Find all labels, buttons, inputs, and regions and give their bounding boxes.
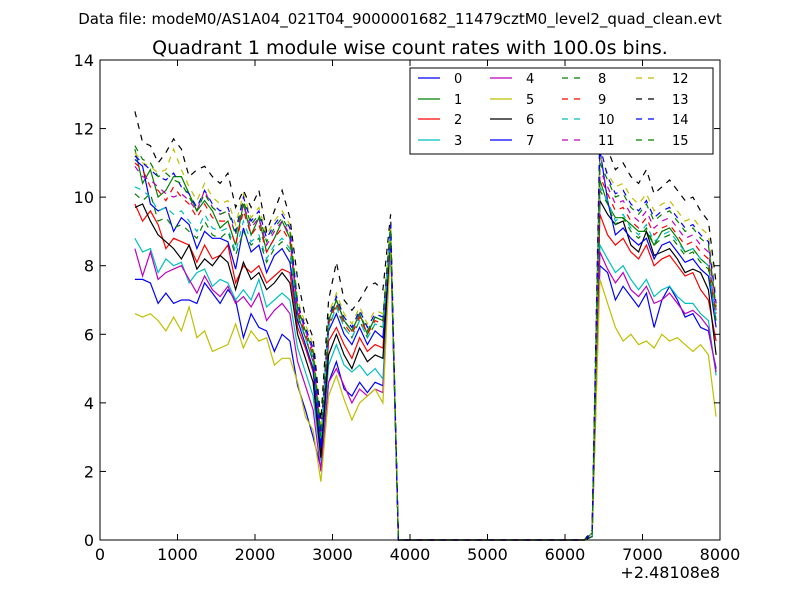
series-line-4 (134, 241, 717, 541)
legend-label-12: 12 (672, 72, 689, 87)
x-tick-label: 3000 (312, 545, 353, 564)
series-line-12 (134, 147, 717, 541)
legend-label-1: 1 (454, 93, 462, 108)
series-line-15 (134, 145, 717, 541)
series-layer (134, 111, 717, 541)
x-tick-label: 8000 (700, 545, 741, 564)
legend-label-0: 0 (454, 72, 462, 87)
legend-label-11: 11 (598, 134, 615, 149)
legend-label-10: 10 (598, 113, 615, 128)
chart-title: Quadrant 1 module wise count rates with … (152, 37, 668, 59)
series-line-13 (134, 111, 717, 541)
legend-label-2: 2 (454, 113, 462, 128)
y-tick-label: 4 (84, 394, 94, 413)
x-tick-label: 5000 (467, 545, 508, 564)
series-line-6 (134, 198, 717, 541)
series-line-0 (134, 238, 717, 541)
legend-label-9: 9 (598, 93, 606, 108)
legend-label-3: 3 (454, 134, 462, 149)
x-tick-label: 1000 (157, 545, 198, 564)
series-line-8 (134, 188, 717, 541)
legend-label-7: 7 (526, 134, 534, 149)
legend-box (409, 67, 714, 155)
y-tick-label: 8 (84, 257, 94, 276)
series-line-11 (134, 165, 717, 541)
axis-ticks: 0 1000 2000 3000 4000 5000 6000 7000 80000246810… (74, 51, 741, 564)
y-tick-label: 10 (74, 188, 94, 207)
chart-suptitle: Data file: modeM0/AS1A04_021T04_90000016… (78, 10, 722, 29)
series-line-5 (134, 245, 717, 541)
x-tick-label: 0 (95, 545, 105, 564)
series-line-14 (134, 145, 717, 541)
y-tick-label: 0 (84, 531, 94, 550)
series-line-3 (134, 238, 717, 541)
series-line-2 (134, 203, 717, 541)
legend-label-13: 13 (672, 93, 689, 108)
x-tick-label: 4000 (390, 545, 431, 564)
y-tick-label: 2 (84, 462, 94, 481)
y-tick-label: 14 (74, 51, 94, 70)
legend-label-4: 4 (526, 72, 534, 87)
legend-label-8: 8 (598, 72, 606, 87)
legend-label-15: 15 (672, 134, 689, 149)
legend-label-14: 14 (672, 113, 689, 128)
legend-label-5: 5 (526, 93, 534, 108)
y-tick-label: 12 (74, 120, 94, 139)
legend-label-6: 6 (526, 113, 534, 128)
y-tick-label: 6 (84, 325, 94, 344)
x-offset-label: +2.48108e8 (620, 563, 720, 582)
x-tick-label: 7000 (622, 545, 663, 564)
series-line-7 (134, 149, 717, 541)
x-tick-label: 2000 (235, 545, 276, 564)
x-tick-label: 6000 (545, 545, 586, 564)
